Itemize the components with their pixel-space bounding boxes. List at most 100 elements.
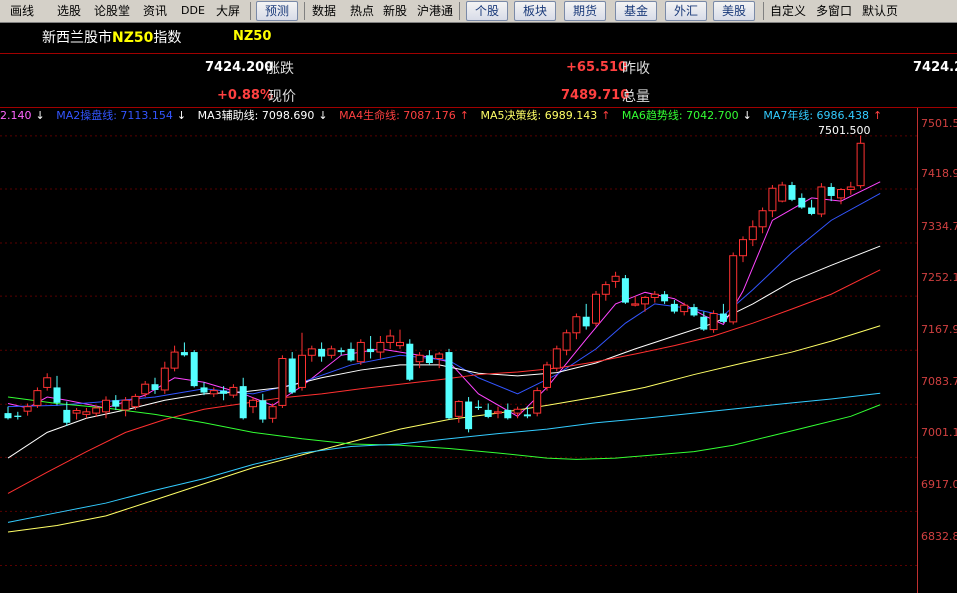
toolbar-multi-window[interactable]: 多窗口 [816, 4, 853, 18]
candle[interactable] [268, 403, 277, 423]
candlestick-chart[interactable] [0, 124, 917, 593]
candle[interactable] [229, 384, 238, 398]
candle[interactable] [484, 403, 492, 419]
candle[interactable] [827, 183, 835, 202]
candle[interactable] [543, 361, 551, 391]
candle[interactable] [788, 181, 796, 202]
candle[interactable] [249, 397, 257, 414]
candle[interactable] [259, 393, 267, 423]
funds-button[interactable]: 基金 [615, 1, 657, 21]
sector-button[interactable]: 板块 [514, 1, 556, 21]
candle[interactable] [160, 361, 169, 394]
toolbar-data[interactable]: 数据 [312, 4, 337, 18]
toolbar-stock-picker[interactable]: 选股 [57, 4, 82, 18]
candle[interactable] [465, 397, 473, 433]
candle[interactable] [425, 350, 433, 365]
candle[interactable] [327, 345, 336, 359]
candle[interactable] [141, 380, 150, 398]
forex-button[interactable]: 外汇 [665, 1, 707, 21]
candle[interactable] [798, 193, 806, 209]
candle[interactable] [220, 386, 228, 401]
candle[interactable] [92, 405, 101, 417]
candle[interactable] [288, 352, 296, 394]
candle[interactable] [298, 332, 306, 391]
candle[interactable] [670, 300, 678, 314]
toolbar-customize[interactable]: 自定义 [770, 4, 807, 18]
us-stocks-button[interactable]: 美股 [713, 1, 755, 21]
candle[interactable] [121, 397, 130, 417]
candle[interactable] [504, 403, 512, 420]
candle[interactable] [474, 400, 482, 410]
candle[interactable] [533, 387, 542, 417]
candle[interactable] [454, 400, 463, 423]
candle[interactable] [611, 271, 620, 288]
candle[interactable] [63, 401, 71, 426]
individual-stock-button[interactable]: 个股 [466, 1, 508, 21]
candle[interactable] [356, 339, 365, 365]
toolbar-default-page[interactable]: 默认页 [862, 4, 899, 18]
candle[interactable] [396, 329, 404, 349]
candle[interactable] [680, 302, 689, 316]
candle[interactable] [435, 352, 444, 369]
candle[interactable] [43, 373, 52, 391]
candle[interactable] [846, 181, 855, 195]
candle[interactable] [552, 345, 561, 372]
candle[interactable] [631, 296, 640, 307]
candle[interactable] [406, 339, 414, 381]
candle[interactable] [817, 183, 826, 218]
candle[interactable] [102, 396, 110, 419]
candle[interactable] [53, 375, 61, 406]
futures-button[interactable]: 期货 [564, 1, 606, 21]
candle[interactable] [582, 303, 590, 330]
candle[interactable] [180, 342, 188, 357]
toolbar-forum[interactable]: 论股堂 [94, 4, 131, 18]
candle[interactable] [837, 188, 845, 205]
candle[interactable] [778, 181, 787, 203]
candle[interactable] [592, 291, 600, 327]
candle[interactable] [621, 274, 629, 304]
candle[interactable] [386, 329, 395, 349]
candle[interactable] [318, 342, 326, 362]
candle[interactable] [523, 406, 531, 419]
candle[interactable] [748, 220, 757, 247]
candle[interactable] [415, 352, 424, 369]
candle[interactable] [170, 345, 179, 372]
candle[interactable] [367, 336, 375, 359]
candle[interactable] [513, 406, 522, 419]
candle[interactable] [151, 377, 159, 394]
candle[interactable] [719, 303, 727, 324]
candle[interactable] [856, 135, 865, 189]
candle[interactable] [82, 407, 91, 419]
candle[interactable] [376, 336, 385, 359]
toolbar-dde[interactable]: DDE [181, 4, 205, 17]
candle[interactable] [4, 406, 12, 420]
forecast-button[interactable]: 预测 [256, 1, 298, 21]
candle[interactable] [661, 291, 669, 304]
toolbar-hk-connect[interactable]: 沪港通 [417, 4, 454, 18]
candle[interactable] [190, 350, 198, 388]
toolbar-new-stocks[interactable]: 新股 [383, 4, 408, 18]
candle[interactable] [337, 347, 345, 356]
candle[interactable] [112, 395, 120, 410]
candle[interactable] [72, 407, 81, 420]
candle[interactable] [650, 291, 659, 303]
candle[interactable] [768, 185, 777, 218]
candle[interactable] [562, 329, 571, 356]
candle[interactable] [808, 199, 816, 216]
toolbar-big-screen[interactable]: 大屏 [216, 4, 241, 18]
candle[interactable] [347, 342, 355, 362]
candle[interactable] [739, 236, 747, 263]
toolbar-news[interactable]: 资讯 [143, 4, 168, 18]
toolbar-draw-line[interactable]: 画线 [10, 4, 35, 18]
candle[interactable] [239, 377, 247, 420]
candle[interactable] [601, 281, 610, 301]
candle[interactable] [307, 345, 316, 362]
candle[interactable] [131, 393, 140, 410]
candle[interactable] [641, 296, 649, 312]
candle[interactable] [709, 310, 718, 333]
candle[interactable] [445, 348, 453, 420]
candle[interactable] [690, 303, 698, 317]
candle[interactable] [700, 311, 708, 331]
candle[interactable] [572, 313, 581, 340]
candle[interactable] [758, 207, 767, 234]
